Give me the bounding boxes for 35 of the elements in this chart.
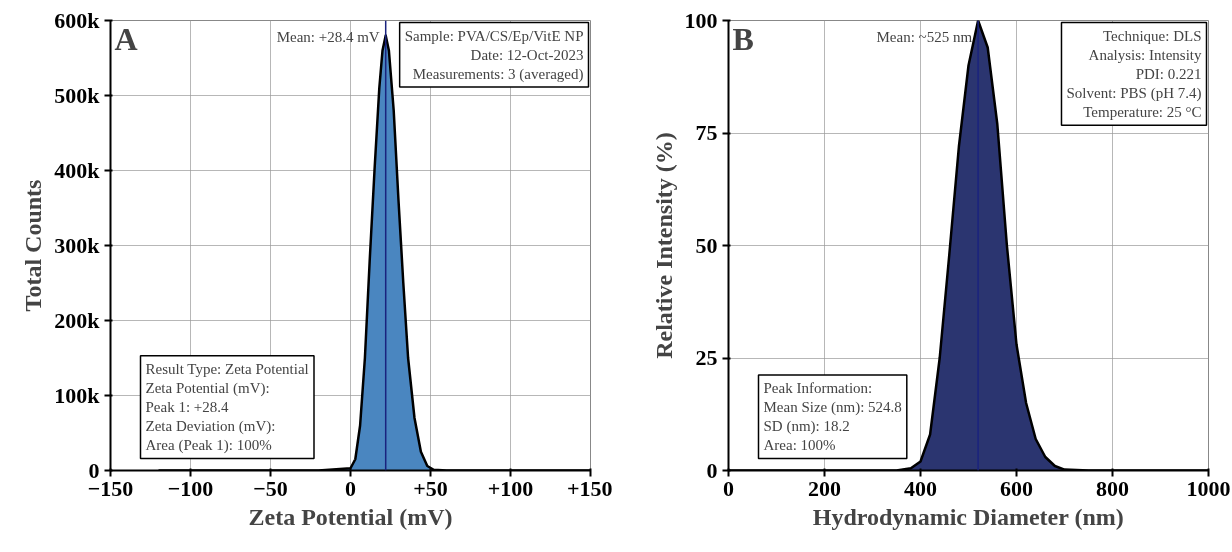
annotation: Sample: PVA/CS/Ep/VitE NP Date: 12-Oct-2023 Measurements: 3 (averaged)	[404, 27, 584, 83]
x-tick-label: 600	[1000, 475, 1033, 501]
x-axis-title: Zeta Potential (mV)	[248, 503, 453, 530]
x-tick-label: +50	[413, 475, 448, 501]
y-tick-label: 500k	[54, 83, 101, 108]
x-tick-label: 800	[1096, 475, 1129, 501]
annotation: Result Type: Zeta Potential Zeta Potential (mV): Peak 1: +28.4 Zeta Deviation (mV): Area (Peak 1): 100%	[145, 360, 309, 455]
y-tick-label: 50	[695, 232, 718, 258]
x-tick-label: 200	[808, 475, 841, 501]
chart-title: A	[114, 20, 138, 57]
x-axis-title: Hydrodynamic Diameter (nm)	[812, 503, 1124, 530]
x-tick-label: 400	[904, 475, 937, 501]
y-tick-label: 400k	[54, 158, 101, 183]
y-tick-label: 300k	[54, 233, 101, 258]
x-tick-label: 0	[723, 475, 734, 501]
ref-line-label: Mean: +28.4 mV	[276, 28, 380, 45]
y-tick-label: 100k	[54, 383, 101, 408]
chart-title: B	[732, 20, 754, 57]
x-tick-label: +150	[566, 475, 613, 501]
y-tick-label: 75	[695, 120, 718, 145]
annotation: Peak Information: Mean Size (nm): 524.8 SD (nm): 18.2 Area: 100%	[763, 379, 902, 454]
y-tick-label: 0	[706, 457, 718, 483]
x-tick-label: +100	[487, 475, 534, 501]
y-tick-label: 200k	[54, 308, 101, 333]
y-axis-title: Total Counts	[20, 179, 47, 312]
y-tick-label: 100	[684, 7, 718, 33]
y-axis-title: Relative Intensity (%)	[650, 132, 677, 359]
y-tick-label: 600k	[54, 8, 101, 33]
y-tick-label: 25	[695, 345, 718, 370]
ref-line-label: Mean: ~525 nm	[876, 28, 973, 45]
annotation: Technique: DLS Analysis: Intensity PDI: 0.221 Solvent: PBS (pH 7.4) Temperature: 25 °C	[1066, 27, 1202, 121]
x-tick-label: 1000	[1186, 475, 1231, 501]
x-tick-label: 0	[345, 475, 356, 501]
x-tick-label: −50	[253, 475, 288, 501]
x-tick-label: −100	[167, 475, 214, 501]
